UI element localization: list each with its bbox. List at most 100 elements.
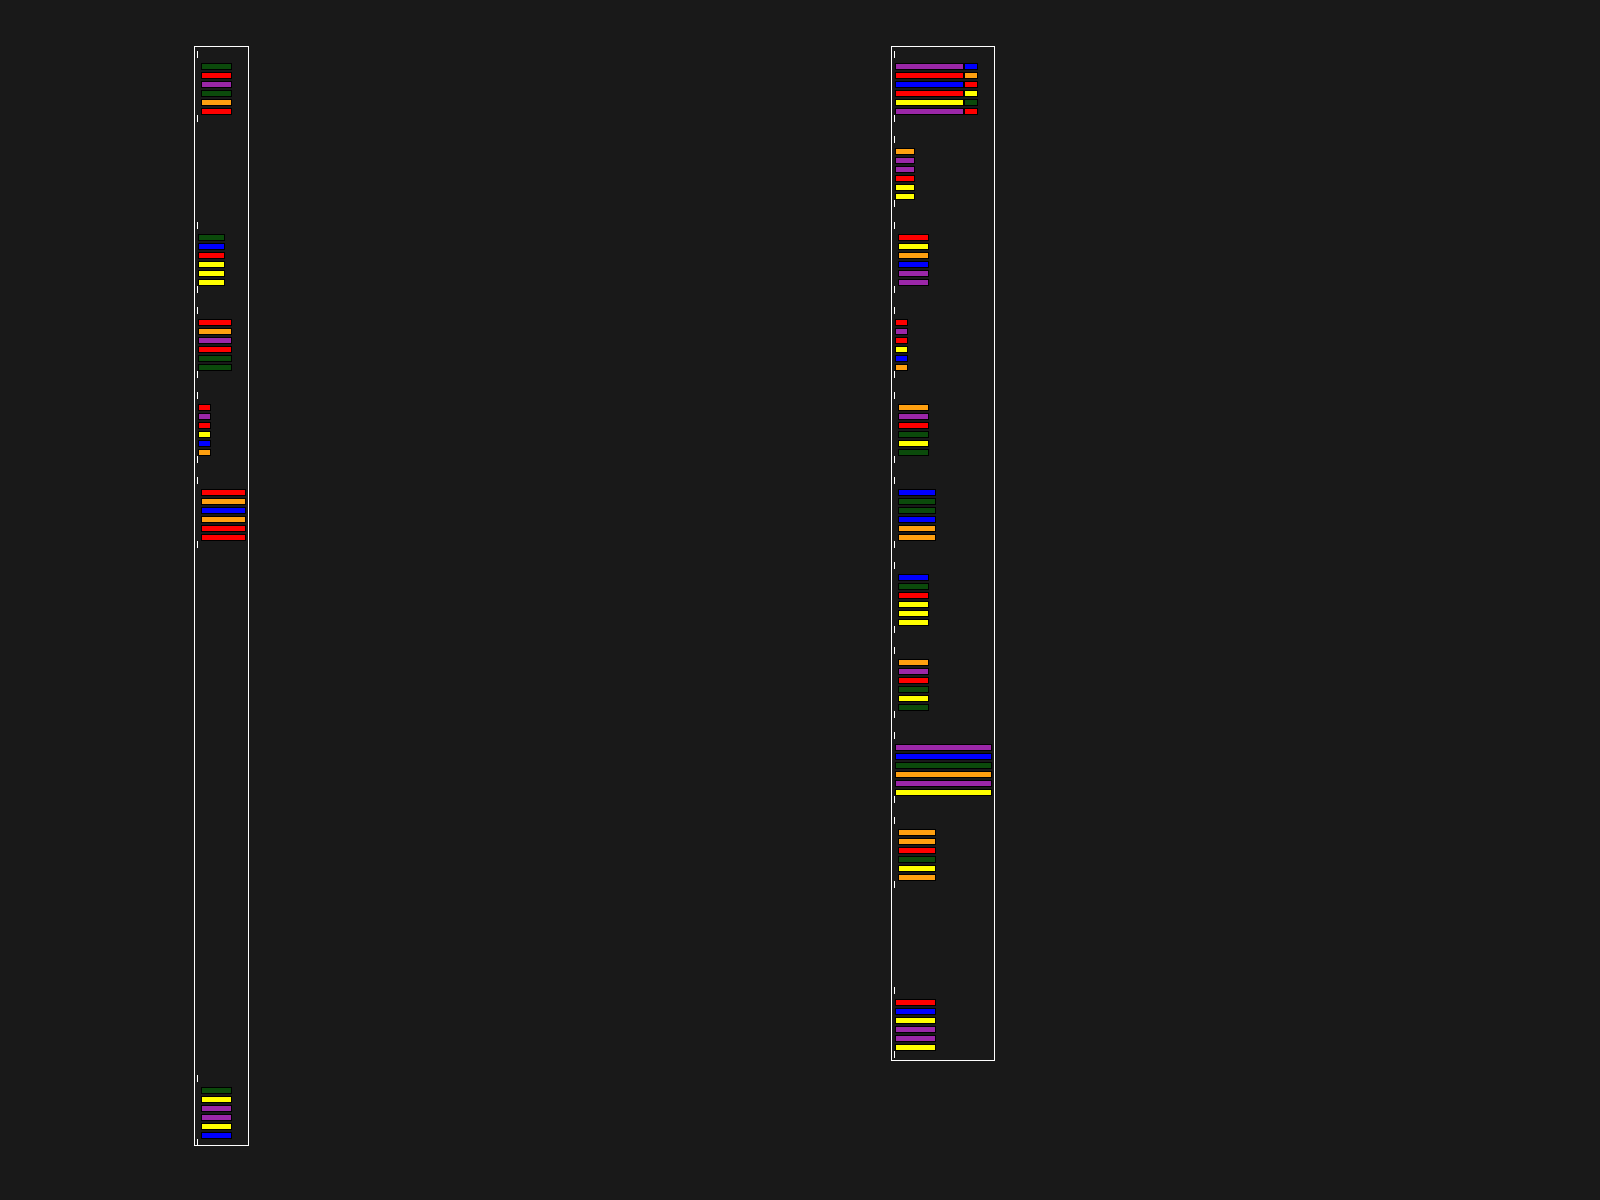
block-end-tick [197, 286, 198, 293]
block-start-tick [894, 817, 895, 824]
left-block-1 [195, 51, 248, 123]
color-stripe-red [198, 404, 211, 411]
color-stripe-orange [198, 449, 211, 456]
block-start-tick [894, 732, 895, 739]
right-block-6 [892, 477, 994, 549]
block-end-tick [197, 115, 198, 122]
color-stripe-purple [895, 744, 992, 751]
color-stripe-orange [898, 404, 929, 411]
color-stripe-blue [898, 516, 936, 523]
color-stripe-red [201, 489, 246, 496]
color-stripe-purple [895, 157, 915, 164]
color-stripe-orange [201, 516, 246, 523]
block-end-tick [894, 371, 895, 378]
right-block-5 [892, 392, 994, 464]
color-stripe-yellow [198, 279, 225, 286]
color-stripe-yellow [895, 1044, 936, 1051]
color-stripe-yellow [898, 695, 929, 702]
color-stripe-green [895, 762, 992, 769]
color-stripe-red [898, 847, 936, 854]
color-stripe-red [201, 108, 232, 115]
color-stripe-purple [898, 270, 929, 277]
color-stripe-red [964, 81, 978, 88]
left-block-4 [195, 392, 248, 464]
color-stripe-yellow [201, 1096, 232, 1103]
color-stripe-blue [201, 507, 246, 514]
color-stripe-yellow [198, 270, 225, 277]
color-stripe-red [198, 252, 225, 259]
right-block-10 [892, 817, 994, 889]
color-stripe-green [898, 498, 936, 505]
block-start-tick [197, 222, 198, 229]
color-stripe-blue [198, 243, 225, 250]
block-start-tick [894, 562, 895, 569]
color-stripe-red [898, 677, 929, 684]
color-stripe-orange [898, 659, 929, 666]
color-stripe-red [198, 346, 232, 353]
color-stripe-orange [898, 829, 936, 836]
block-start-tick [894, 987, 895, 994]
color-stripe-yellow [198, 431, 211, 438]
color-stripe-yellow [895, 99, 964, 106]
block-end-tick [197, 371, 198, 378]
color-stripe-orange [895, 771, 992, 778]
color-stripe-orange [898, 252, 929, 259]
color-stripe-yellow [895, 193, 915, 200]
right-block-7 [892, 562, 994, 634]
color-stripe-blue [201, 1132, 232, 1139]
color-stripe-green [898, 583, 929, 590]
left-block-6 [195, 1075, 248, 1147]
color-stripe-purple [895, 780, 992, 787]
color-stripe-purple [898, 413, 929, 420]
color-stripe-purple [201, 1114, 232, 1121]
right-block-2 [892, 136, 994, 208]
color-stripe-green [198, 364, 232, 371]
block-end-tick [894, 626, 895, 633]
color-stripe-red [964, 108, 978, 115]
color-stripe-blue [895, 1008, 936, 1015]
color-stripe-green [201, 1087, 232, 1094]
color-stripe-blue [964, 63, 978, 70]
right-block-3 [892, 222, 994, 294]
color-stripe-red [198, 319, 232, 326]
block-end-tick [894, 115, 895, 122]
color-stripe-red [201, 525, 246, 532]
color-stripe-red [895, 337, 908, 344]
color-stripe-red [201, 72, 232, 79]
color-stripe-yellow [898, 243, 929, 250]
color-stripe-purple [895, 166, 915, 173]
color-stripe-blue [895, 355, 908, 362]
color-stripe-green [898, 686, 929, 693]
color-stripe-yellow [898, 865, 936, 872]
color-stripe-purple [895, 63, 964, 70]
color-stripe-yellow [898, 601, 929, 608]
color-stripe-green [898, 507, 936, 514]
color-stripe-orange [198, 328, 232, 335]
block-start-tick [894, 136, 895, 143]
block-start-tick [894, 222, 895, 229]
color-stripe-orange [898, 838, 936, 845]
block-end-tick [894, 881, 895, 888]
color-stripe-purple [898, 668, 929, 675]
color-stripe-red [895, 175, 915, 182]
block-start-tick [197, 1075, 198, 1082]
block-end-tick [894, 200, 895, 207]
color-stripe-purple [895, 328, 908, 335]
color-stripe-purple [201, 81, 232, 88]
block-end-tick [197, 1139, 198, 1146]
block-start-tick [197, 477, 198, 484]
color-stripe-blue [198, 440, 211, 447]
color-stripe-blue [898, 261, 929, 268]
right-column-panel [891, 46, 995, 1061]
color-stripe-blue [895, 753, 992, 760]
color-stripe-yellow [898, 440, 929, 447]
color-stripe-green [898, 431, 929, 438]
color-stripe-purple [201, 1105, 232, 1112]
block-end-tick [197, 456, 198, 463]
color-stripe-red [895, 72, 964, 79]
block-start-tick [197, 51, 198, 58]
color-stripe-yellow [201, 1123, 232, 1130]
block-end-tick [894, 456, 895, 463]
color-stripe-red [895, 999, 936, 1006]
